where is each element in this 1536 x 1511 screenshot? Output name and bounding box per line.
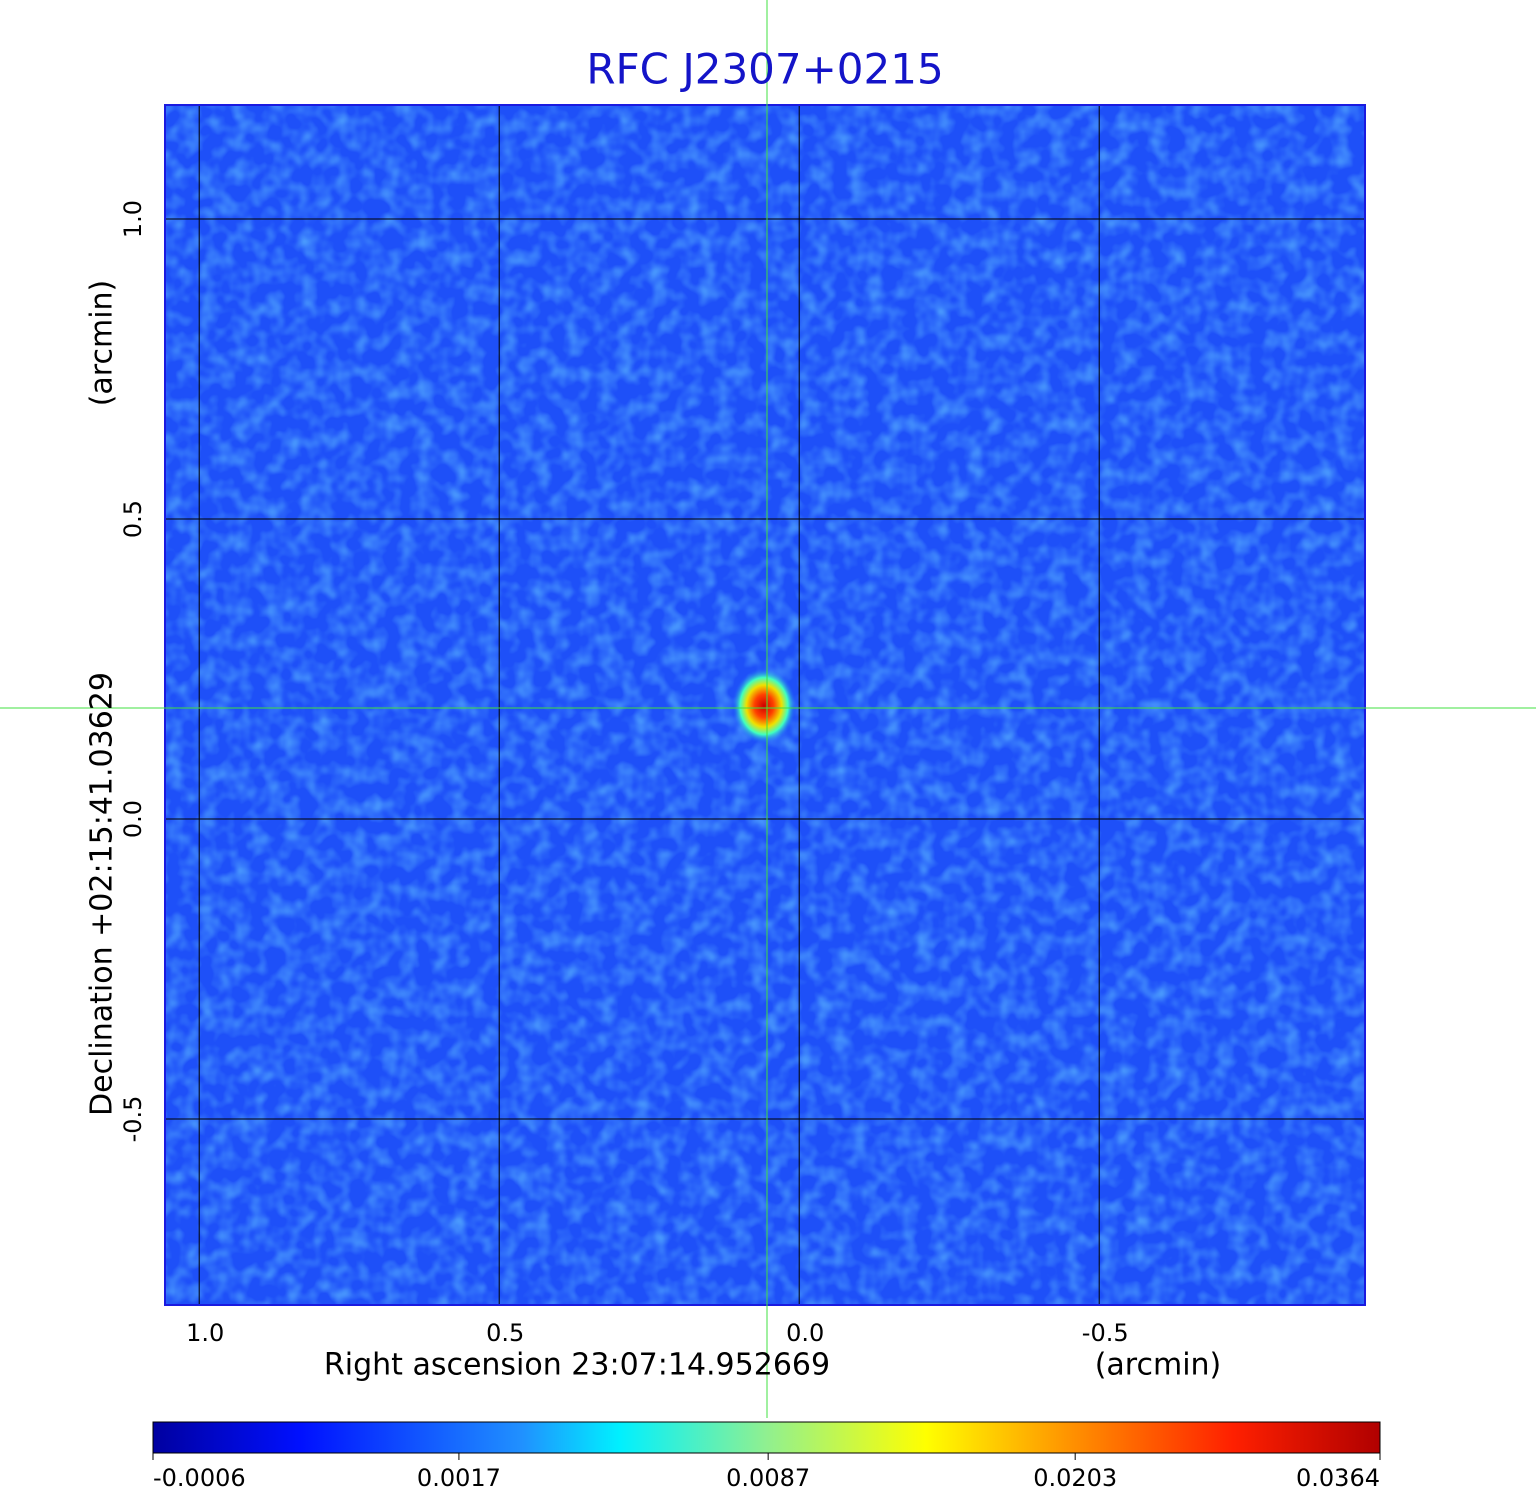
x-tick-label: -0.5 xyxy=(1082,1319,1129,1347)
source xyxy=(732,668,796,744)
colorbar-tick-label: 0.0087 xyxy=(726,1464,810,1492)
sky-image xyxy=(165,105,1365,1305)
colorbar xyxy=(152,1421,1381,1454)
y-axis-unit: (arcmin) xyxy=(85,280,120,407)
colorbar-tick-label: 0.0017 xyxy=(417,1464,501,1492)
x-tick-label: 0.0 xyxy=(786,1319,824,1347)
plot-frame xyxy=(164,104,1366,1306)
y-axis-label: Declination +02:15:41.03629 xyxy=(85,672,120,1116)
chart-title: RFC J2307+0215 xyxy=(586,45,943,94)
colorbar-tick-label: 0.0364 xyxy=(1296,1464,1380,1492)
x-tick-label: 0.5 xyxy=(486,1319,524,1347)
y-tick-label: 1.0 xyxy=(119,200,147,238)
colorbar-tick-label: -0.0006 xyxy=(153,1464,246,1492)
y-tick-label: 0.5 xyxy=(119,500,147,538)
y-tick-label: -0.5 xyxy=(119,1096,147,1143)
colorbar-tick-label: 0.0203 xyxy=(1033,1464,1117,1492)
x-axis-unit: (arcmin) xyxy=(1095,1348,1222,1383)
x-axis-label: Right ascension 23:07:14.952669 xyxy=(324,1348,830,1383)
x-tick-label: 1.0 xyxy=(186,1319,224,1347)
y-tick-label: 0.0 xyxy=(119,800,147,838)
